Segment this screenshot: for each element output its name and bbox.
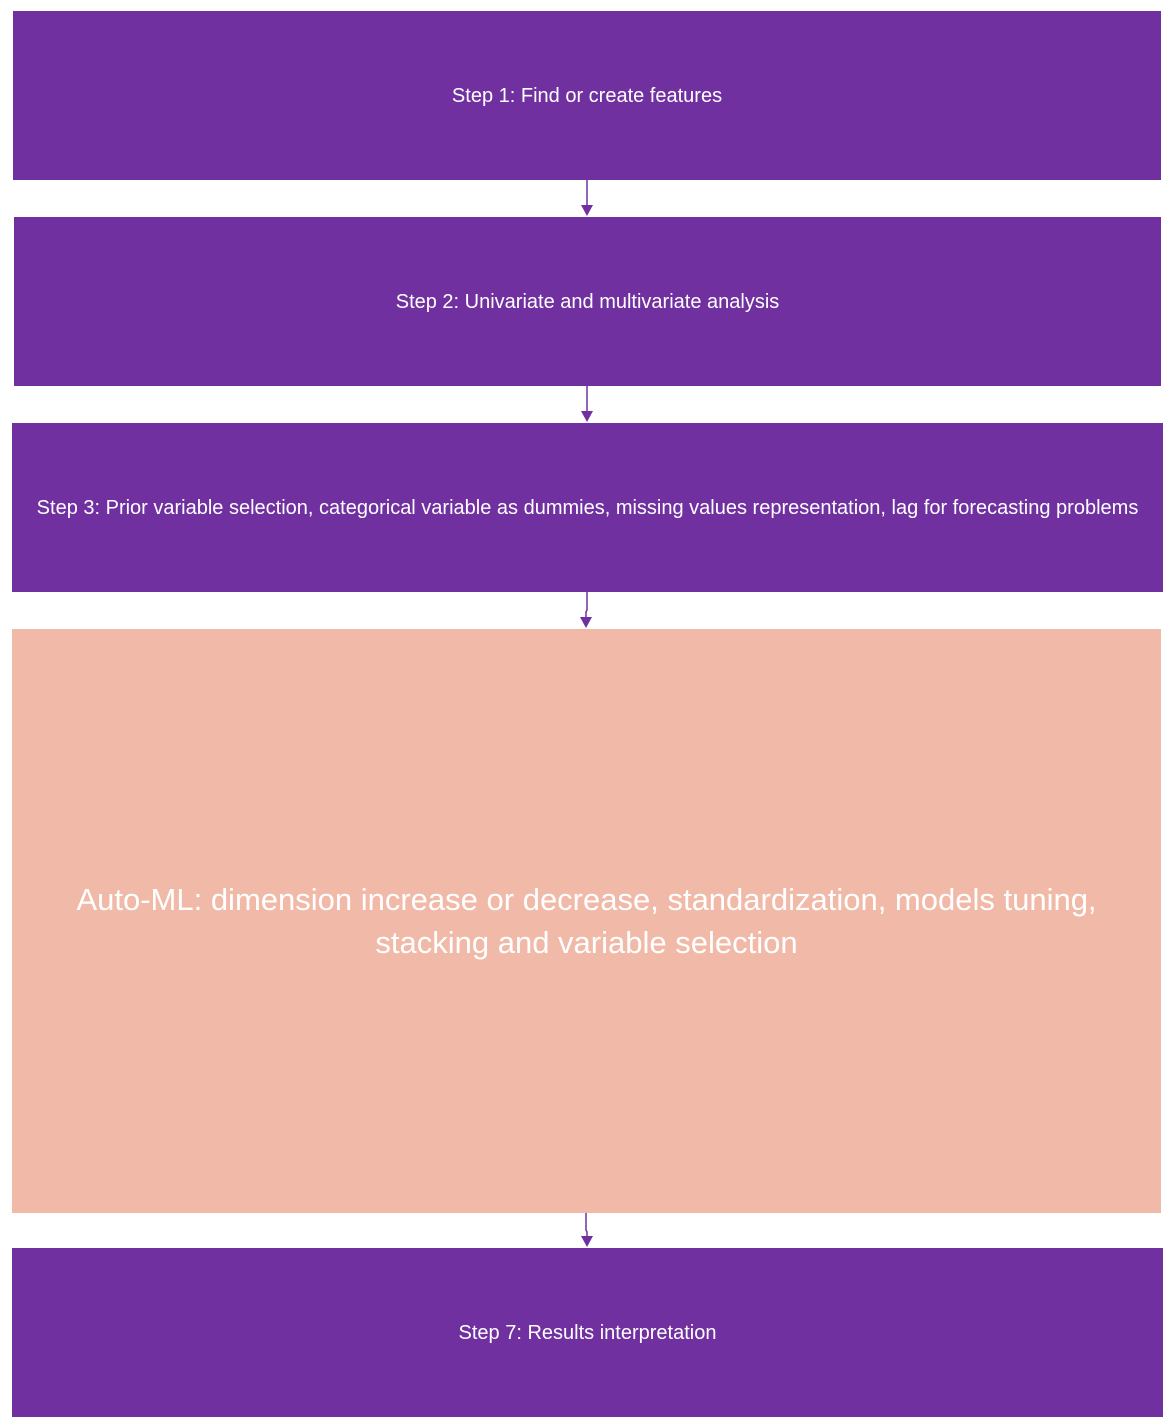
arrow-step1-step2: [581, 180, 593, 216]
step-3-label: Step 3: Prior variable selection, catego…: [36, 496, 1139, 519]
arrow-step3-automl: [580, 592, 592, 628]
automl-box: Auto-ML: dimension increase or decrease,…: [12, 629, 1161, 1213]
arrow-automl-step7: [581, 1213, 593, 1247]
step-7-label: Step 7: Results interpretation: [458, 1321, 717, 1344]
step-1-label: Step 1: Find or create features: [451, 84, 723, 107]
automl-label: Auto-ML: dimension increase or decrease,…: [76, 882, 1097, 960]
arrow-step2-step3: [581, 386, 593, 422]
step-3-box: Step 3: Prior variable selection, catego…: [12, 423, 1163, 592]
step-7-box: Step 7: Results interpretation: [12, 1248, 1163, 1417]
step-2-box: Step 2: Univariate and multivariate anal…: [14, 217, 1161, 386]
step-1-box: Step 1: Find or create features: [13, 11, 1161, 180]
step-2-label: Step 2: Univariate and multivariate anal…: [395, 290, 780, 313]
